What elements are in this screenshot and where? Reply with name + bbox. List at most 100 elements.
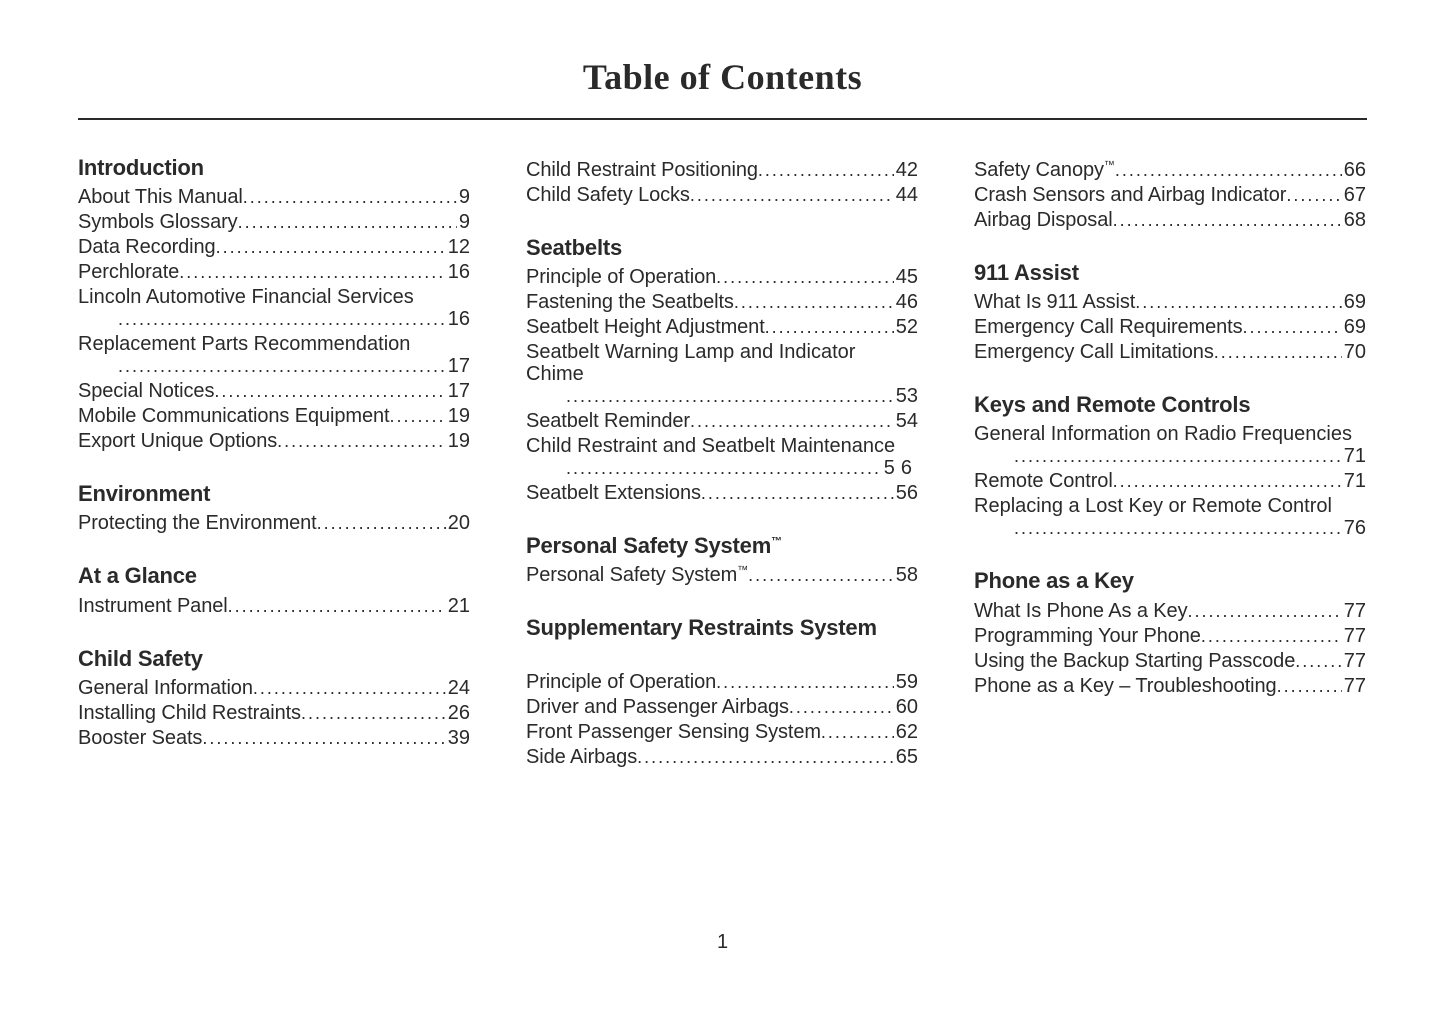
toc-entry-label: Export Unique Options — [78, 430, 277, 452]
toc-entry-page: 71 — [1342, 470, 1366, 492]
toc-entry-page: 68 — [1342, 209, 1366, 231]
toc-leader-dots — [1286, 186, 1341, 206]
toc-entry: Data Recording12 — [78, 236, 470, 258]
toc-page: Table of Contents IntroductionAbout This… — [0, 0, 1445, 1018]
toc-leader-dots — [214, 382, 445, 402]
toc-leader-dots — [748, 566, 894, 586]
toc-entry-page: 77 — [1342, 650, 1366, 672]
toc-entry-label: What Is 911 Assist — [974, 291, 1135, 313]
toc-leader-dots — [789, 698, 894, 718]
toc-entry: Symbols Glossary 9 — [78, 211, 470, 233]
toc-entry: Safety Canopy™66 — [974, 159, 1366, 181]
toc-entry-label: Phone as a Key – Troubleshooting — [974, 675, 1277, 697]
toc-entry-page: 16 — [446, 308, 470, 330]
toc-entry-page: 26 — [446, 702, 470, 724]
toc-entry-label: Special Notices — [78, 380, 214, 402]
page-number: 1 — [0, 931, 1445, 954]
toc-entry-page: 60 — [894, 696, 918, 718]
toc-leader-dots — [734, 293, 894, 313]
toc-entry-label: Seatbelt Height Adjustment — [526, 316, 765, 338]
toc-entry-label: Symbols Glossary — [78, 211, 238, 233]
toc-entry-page: 39 — [446, 727, 470, 749]
toc-entry-page: 67 — [1342, 184, 1366, 206]
toc-leader-dots — [277, 432, 446, 452]
toc-entry-page: 71 — [1342, 445, 1366, 467]
toc-leader-dots — [179, 263, 446, 283]
toc-entry: Replacing a Lost Key or Remote Control76 — [974, 495, 1366, 539]
toc-entry-label: Remote Control — [974, 470, 1113, 492]
toc-entry: Perchlorate 16 — [78, 261, 470, 283]
toc-entry-page: 19 — [446, 430, 470, 452]
toc-entry-label: Principle of Operation — [526, 671, 716, 693]
toc-entry: Export Unique Options 19 — [78, 430, 470, 452]
toc-leader-dots — [301, 704, 446, 724]
toc-entry: Fastening the Seatbelts46 — [526, 291, 918, 313]
toc-entry: Crash Sensors and Airbag Indicator 67 — [974, 184, 1366, 206]
toc-leader-dots — [253, 679, 446, 699]
toc-leader-dots — [202, 729, 445, 749]
toc-entry-label: Personal Safety System™ — [526, 564, 748, 586]
toc-leader-dots — [637, 748, 894, 768]
toc-entry-page: 66 — [1342, 159, 1366, 181]
toc-entry: Mobile Communications Equipment19 — [78, 405, 470, 427]
toc-entry-label: Mobile Communications Equipment — [78, 405, 390, 427]
toc-entry: Child Safety Locks44 — [526, 184, 918, 206]
toc-entry-page: 58 — [894, 564, 918, 586]
section-heading: Environment — [78, 482, 470, 506]
toc-entry-page: 42 — [894, 159, 918, 181]
section-heading: Seatbelts — [526, 236, 918, 260]
toc-entry-page: 77 — [1342, 600, 1366, 622]
page-title: Table of Contents — [78, 56, 1367, 118]
toc-entry-page: 12 — [446, 236, 470, 258]
toc-leader-dots — [1135, 293, 1342, 313]
toc-leader-dots — [1014, 447, 1342, 467]
toc-leader-dots — [1113, 472, 1342, 492]
toc-leader-dots — [238, 213, 457, 233]
toc-leader-dots — [566, 387, 894, 407]
toc-entry-label: Crash Sensors and Airbag Indicator — [974, 184, 1286, 206]
toc-entry: Child Restraint Positioning42 — [526, 159, 918, 181]
toc-entry: Lincoln Automotive Financial Services16 — [78, 286, 470, 330]
toc-entry-page: 9 — [457, 211, 470, 233]
toc-entry-page: 16 — [446, 261, 470, 283]
section-heading: Phone as a Key — [974, 569, 1366, 593]
toc-leader-dots — [1014, 519, 1342, 539]
toc-leader-dots — [690, 412, 894, 432]
toc-entry: Driver and Passenger Airbags 60 — [526, 696, 918, 718]
title-rule — [78, 118, 1367, 120]
toc-entry-label: Principle of Operation — [526, 266, 716, 288]
toc-entry: Booster Seats39 — [78, 727, 470, 749]
toc-leader-dots — [1295, 652, 1342, 672]
toc-entry-label: Replacement Parts Recommendation — [78, 333, 470, 355]
toc-entry-page: 54 — [894, 410, 918, 432]
toc-entry-label: Seatbelt Warning Lamp and Indicator Chim… — [526, 341, 918, 385]
toc-entry-label: Installing Child Restraints — [78, 702, 301, 724]
toc-leader-dots — [765, 318, 894, 338]
toc-columns: IntroductionAbout This Manual9Symbols Gl… — [78, 156, 1367, 771]
toc-leader-dots — [243, 188, 457, 208]
toc-entry-label: Front Passenger Sensing System — [526, 721, 821, 743]
toc-entry-label: Perchlorate — [78, 261, 179, 283]
toc-leader-dots — [1115, 161, 1342, 181]
toc-entry: Emergency Call Limitations70 — [974, 341, 1366, 363]
toc-entry-page: 56 — [894, 482, 918, 504]
toc-entry: Programming Your Phone77 — [974, 625, 1366, 647]
section-heading: 911 Assist — [974, 261, 1366, 285]
toc-entry-page: 17 — [446, 355, 470, 377]
toc-entry-label: Programming Your Phone — [974, 625, 1201, 647]
toc-entry-label: Driver and Passenger Airbags — [526, 696, 789, 718]
toc-leader-dots — [821, 723, 894, 743]
toc-entry: Seatbelt Reminder54 — [526, 410, 918, 432]
toc-entry-label: Instrument Panel — [78, 595, 228, 617]
toc-leader-dots — [216, 238, 446, 258]
toc-entry: What Is Phone As a Key 77 — [974, 600, 1366, 622]
toc-entry-page: 46 — [894, 291, 918, 313]
toc-entry: Instrument Panel21 — [78, 595, 470, 617]
toc-entry: Emergency Call Requirements69 — [974, 316, 1366, 338]
toc-entry-label: What Is Phone As a Key — [974, 600, 1187, 622]
toc-entry-page: 53 — [894, 385, 918, 407]
toc-leader-dots — [716, 673, 894, 693]
section-heading: Personal Safety System™ — [526, 534, 918, 558]
toc-entry-page: 70 — [1342, 341, 1366, 363]
toc-entry-page: 24 — [446, 677, 470, 699]
